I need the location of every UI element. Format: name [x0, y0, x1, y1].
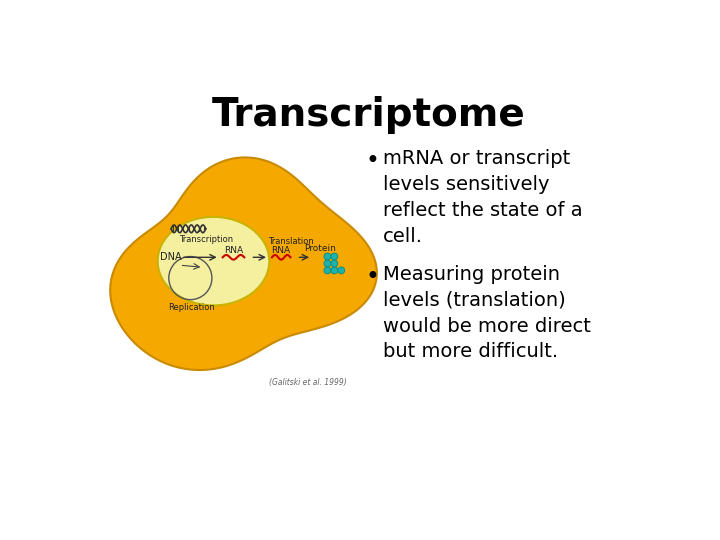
Ellipse shape: [158, 217, 269, 306]
Text: Protein: Protein: [304, 244, 336, 253]
Text: RNA: RNA: [224, 246, 243, 255]
Text: mRNA or transcript
levels sensitively
reflect the state of a
cell.: mRNA or transcript levels sensitively re…: [383, 150, 582, 246]
Text: Translation: Translation: [268, 238, 313, 246]
Circle shape: [324, 260, 331, 267]
Text: Transcriptome: Transcriptome: [212, 96, 526, 133]
Polygon shape: [110, 158, 377, 370]
Text: •: •: [365, 265, 379, 289]
Text: DNA: DNA: [161, 252, 182, 262]
Circle shape: [324, 253, 331, 260]
Circle shape: [331, 260, 338, 267]
Circle shape: [324, 267, 331, 274]
Circle shape: [331, 253, 338, 260]
Text: Measuring protein
levels (translation)
would be more direct
but more difficult.: Measuring protein levels (translation) w…: [383, 265, 590, 361]
Text: Transcription: Transcription: [179, 235, 233, 244]
Text: (Galitski et al. 1999): (Galitski et al. 1999): [269, 377, 346, 387]
Circle shape: [331, 267, 338, 274]
Circle shape: [338, 267, 345, 274]
Text: Replication: Replication: [168, 303, 215, 312]
Text: •: •: [365, 150, 379, 173]
Text: RNA: RNA: [271, 246, 290, 255]
